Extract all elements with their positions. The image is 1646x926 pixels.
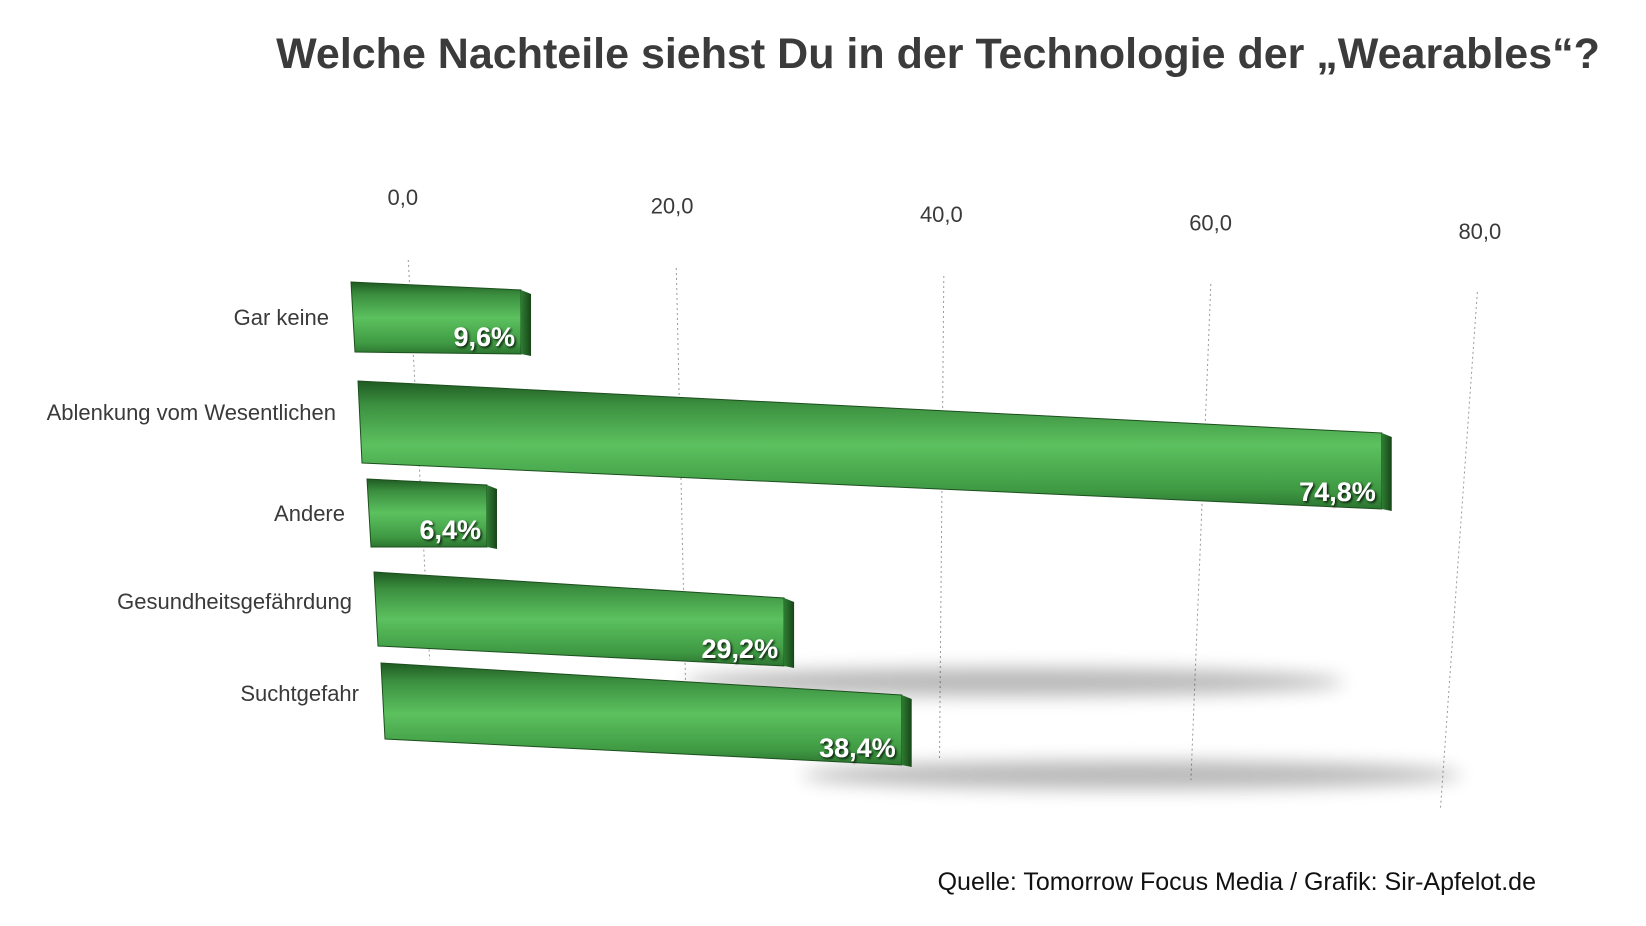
bar-end-cap [487,485,498,549]
gridline [1190,283,1212,781]
category-label: Andere [274,501,345,526]
source-note: Quelle: Tomorrow Focus Media / Grafik: S… [937,868,1536,896]
gridline [938,275,945,761]
x-tick-label: 60,0 [1189,211,1232,236]
x-tick-label: 40,0 [920,202,963,227]
gridline [1439,291,1478,811]
bar-shadow [801,761,1462,789]
bar-end-cap [901,695,912,767]
x-tick-label: 80,0 [1458,219,1501,244]
chart-title: Welche Nachteile siehst Du in der Techno… [276,30,1600,78]
value-label: 29,2% [702,634,779,664]
bar [366,478,488,548]
value-label: 6,4% [419,515,481,545]
category-label: Ablenkung vom Wesentlichen [47,400,336,425]
x-tick-label: 0,0 [388,185,419,210]
bar [357,380,1383,510]
bar-end-cap [784,598,795,668]
category-label: Gar keine [234,305,329,330]
category-label: Suchtgefahr [240,681,359,706]
bar [350,281,522,355]
value-label: 9,6% [453,322,515,352]
x-tick-label: 20,0 [651,194,694,219]
bar-shadow [684,668,1345,696]
bar-end-cap [1381,433,1392,511]
bar-end-cap [521,290,532,356]
value-label: 74,8% [1299,477,1376,507]
category-label: Gesundheitsgefährdung [117,589,352,614]
value-label: 38,4% [819,733,896,763]
